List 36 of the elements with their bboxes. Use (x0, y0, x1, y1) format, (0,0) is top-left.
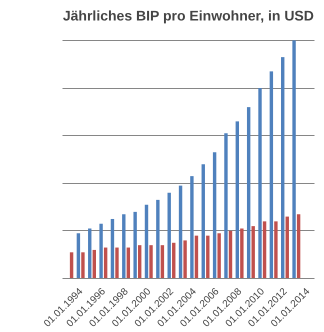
bar (156, 200, 160, 278)
bar (252, 226, 255, 278)
bar (122, 214, 126, 278)
bar (212, 152, 216, 278)
bar (172, 242, 176, 278)
bar (160, 245, 164, 278)
bar (262, 221, 266, 278)
bar (190, 176, 194, 278)
bar (202, 164, 205, 278)
bar (270, 71, 274, 278)
bar (168, 192, 171, 278)
bar (110, 218, 114, 278)
bar (183, 240, 187, 278)
bar (126, 248, 130, 278)
bar (236, 121, 240, 278)
bar (281, 57, 284, 278)
bar (178, 186, 182, 278)
bar (70, 252, 74, 278)
bar (194, 236, 198, 278)
bar (240, 228, 244, 278)
bar (133, 212, 137, 278)
bar (217, 233, 221, 278)
bar (99, 224, 103, 278)
bar (206, 236, 210, 278)
bar (76, 233, 80, 278)
bar (292, 40, 296, 278)
bar (286, 216, 289, 278)
bar (88, 228, 92, 278)
bar (104, 248, 108, 278)
bar (81, 252, 85, 278)
bar (92, 250, 96, 278)
bar (296, 214, 300, 278)
bar (138, 245, 142, 278)
bar (274, 221, 278, 278)
bar (246, 107, 250, 278)
chart-title: Jährliches BIP pro Einwohner, in USD (62, 8, 314, 24)
